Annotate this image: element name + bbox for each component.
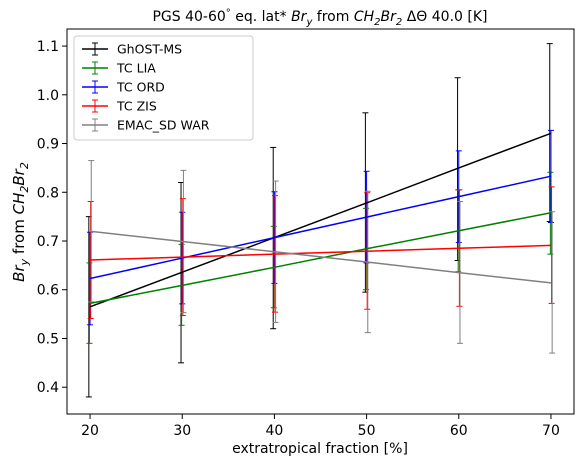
y-tick-label: 1.0 — [37, 88, 59, 104]
plot-area: 20 30 40 50 60 70 0.4 0.5 0.6 0.7 0.8 0.9 1.0 1.1 — [37, 28, 575, 439]
y-tick-label: 0.5 — [37, 331, 59, 347]
series-line — [90, 244, 551, 261]
title-degree: ° — [226, 8, 231, 19]
x-tick-label: 40 — [265, 423, 283, 439]
ylabel-two-b: 2 — [18, 162, 31, 169]
y-tick-label: 1.1 — [37, 39, 59, 55]
title-br: Br — [291, 9, 308, 25]
x-tick-label: 30 — [173, 423, 191, 439]
y-tick-label: 0.9 — [37, 137, 59, 153]
title-two-b: 2 — [396, 17, 402, 28]
legend-entry-label: TC LIA — [116, 61, 156, 76]
legend-entry-label: EMAC_SD WAR — [117, 118, 210, 133]
title-suffix: ΔΘ 40.0 [K] — [402, 9, 487, 25]
x-tick-label: 20 — [81, 423, 99, 439]
legend-entry-label: TC ORD — [116, 80, 165, 95]
title-prefix: PGS 40-60 — [152, 9, 225, 25]
series-line — [89, 211, 552, 305]
title-y: y — [305, 17, 313, 28]
legend: GhOST-MS TC LIA TC ORD TC ZIS EMAC_SD WAR — [73, 35, 254, 141]
x-tick-label: 60 — [450, 423, 468, 439]
title-from: from — [312, 9, 353, 25]
x-tick-label: 70 — [542, 423, 560, 439]
title-brr: Br — [381, 9, 398, 25]
series-line — [89, 230, 552, 284]
legend-entry-label: TC ZIS — [116, 99, 157, 114]
series-line — [89, 175, 552, 280]
ylabel-from: from — [10, 214, 28, 258]
chart-title: PGS 40-60° eq. lat* Bry from CH2Br2 ΔΘ 4… — [152, 8, 487, 28]
title-mid: eq. lat* — [231, 9, 291, 25]
legend-box — [73, 35, 254, 141]
y-tick-label: 0.7 — [37, 234, 59, 250]
legend-entry-label: GhOST-MS — [117, 42, 182, 57]
title-two-a: 2 — [374, 17, 380, 28]
y-tick-label: 0.8 — [37, 185, 59, 201]
ylabel-y: y — [18, 258, 31, 266]
ylabel-ch: CH — [10, 193, 28, 215]
y-tick-label: 0.4 — [37, 380, 59, 396]
y-tick-label: 0.6 — [37, 283, 59, 299]
y-axis-label: Bry from CH2Br2 — [10, 162, 31, 282]
ylabel-two-a: 2 — [18, 186, 31, 193]
x-axis-label: extratropical fraction [%] — [232, 441, 408, 457]
ylabel-br: Br — [10, 265, 28, 282]
ylabel-brr: Br — [10, 168, 28, 185]
title-ch: CH — [354, 9, 375, 25]
x-tick-label: 50 — [358, 423, 376, 439]
series-line — [89, 132, 552, 308]
axes-frame — [66, 28, 575, 415]
